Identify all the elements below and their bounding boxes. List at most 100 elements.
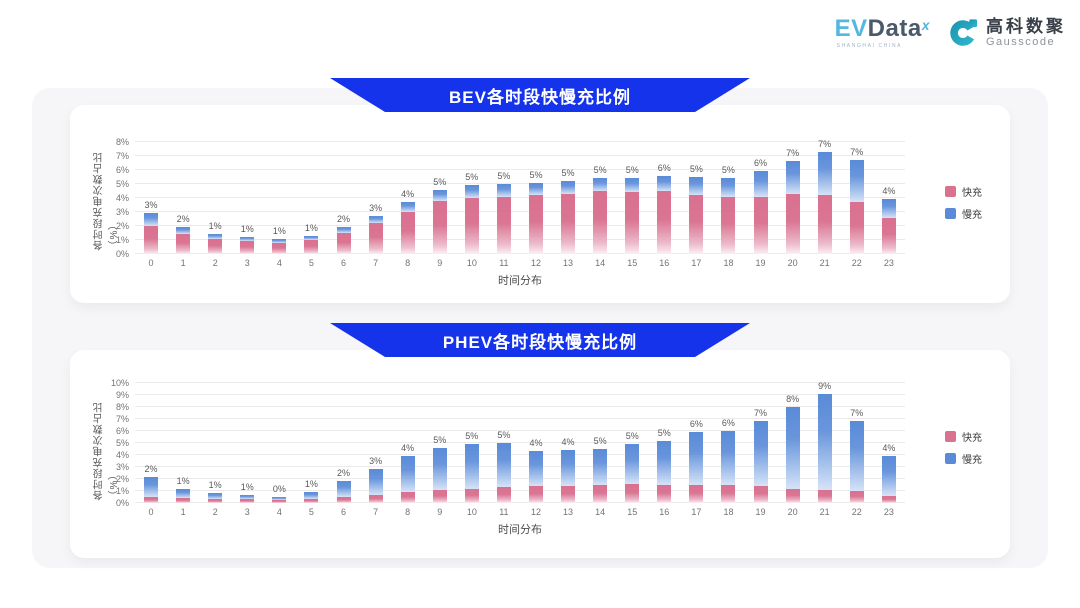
stacked-bar — [176, 227, 191, 254]
bar-column: 4% 13 — [552, 383, 584, 517]
stacked-bar — [817, 393, 832, 503]
bar-total-label: 5% — [433, 434, 447, 445]
bar-column: 5% 14 — [584, 383, 616, 517]
bar-segment-slow-charge — [785, 407, 800, 489]
stacked-bar — [144, 212, 159, 254]
bar-segment-fast-charge — [304, 498, 319, 503]
stacked-bar — [721, 431, 736, 503]
bar-column: 5% 18 — [712, 142, 744, 268]
bar-total-label: 9% — [818, 380, 832, 391]
stacked-bar — [849, 421, 864, 503]
bar-column: 2% 1 — [167, 142, 199, 268]
legend-item-slow-charge[interactable]: 慢充 — [945, 451, 982, 466]
x-axis-tick-label: 20 — [787, 507, 798, 517]
stacked-bar — [464, 444, 479, 503]
stacked-bar — [240, 236, 255, 255]
bar-total-label: 1% — [176, 475, 190, 486]
bar-segment-slow-charge — [881, 199, 896, 218]
bar-segment-fast-charge — [176, 497, 191, 503]
bar-total-label: 5% — [497, 430, 511, 440]
x-axis-tick-label: 12 — [530, 507, 541, 517]
bar-segment-slow-charge — [849, 160, 864, 203]
evdata-x-icon: x — [921, 17, 930, 33]
bev-chart: 各时段充电次数占比（%） 0% 1% 2% 3% 4% 5% 6% 7% 8% 3% 0 2% 1 1% 2 1… — [70, 105, 1010, 303]
x-axis-tick-label: 5 — [308, 507, 314, 517]
bar-segment-slow-charge — [336, 227, 351, 233]
y-axis-tick-label: 6% — [115, 426, 129, 436]
x-axis-tick-label: 21 — [819, 507, 830, 517]
y-axis-tick-label: 9% — [115, 390, 129, 400]
bar-column: 1% 5 — [295, 142, 327, 268]
bar-segment-fast-charge — [561, 193, 576, 254]
bar-column: 5% 13 — [552, 142, 584, 268]
y-axis-tick-label: 2% — [115, 474, 129, 484]
bar-column: 2% 0 — [135, 383, 167, 517]
bar-segment-fast-charge — [208, 498, 223, 503]
bar-column: 2% 6 — [327, 383, 359, 517]
bar-segment-slow-charge — [528, 451, 543, 487]
x-axis-tick-label: 12 — [530, 258, 541, 268]
y-axis-tick-label: 0% — [115, 249, 129, 259]
evdata-subtext: SHANGHAI CHINA — [836, 43, 903, 49]
bar-total-label: 1% — [208, 221, 222, 232]
bar-column: 5% 17 — [680, 142, 712, 268]
x-axis-tick-label: 14 — [595, 507, 606, 517]
bar-segment-fast-charge — [464, 198, 479, 254]
bar-column: 5% 12 — [520, 142, 552, 268]
x-axis-tick-label: 17 — [691, 507, 702, 517]
bar-segment-fast-charge — [144, 226, 159, 254]
bar-total-label: 1% — [272, 226, 286, 237]
bar-column: 0% 4 — [263, 383, 295, 517]
legend-item-slow-charge[interactable]: 慢充 — [945, 206, 982, 221]
bar-segment-slow-charge — [432, 189, 447, 201]
bar-segment-fast-charge — [849, 202, 864, 254]
legend-swatch — [945, 431, 956, 442]
evdata-data-text: Data — [867, 15, 922, 42]
x-axis-tick-label: 13 — [563, 507, 574, 517]
bar-segment-fast-charge — [304, 240, 319, 254]
legend-label: 慢充 — [962, 455, 982, 466]
bar-segment-fast-charge — [240, 240, 255, 254]
y-axis-tick-label: 8% — [115, 402, 129, 412]
stacked-bar — [593, 449, 608, 503]
bar-total-label: 8% — [786, 394, 800, 404]
bar-columns: 3% 0 2% 1 1% 2 1% 3 1% 4 1% 5 2% 6 3% 7 4% 8 5% 9 5% 10 5% 11 5%… — [135, 139, 905, 268]
gridline — [135, 430, 905, 431]
x-axis-title: 时间分布 — [498, 275, 542, 287]
bar-segment-fast-charge — [593, 485, 608, 503]
bar-total-label: 5% — [657, 427, 671, 438]
bar-segment-slow-charge — [272, 497, 287, 500]
bar-column: 3% 7 — [360, 383, 392, 517]
x-axis-tick-label: 23 — [883, 258, 894, 268]
x-axis-tick-label: 11 — [499, 258, 509, 268]
bar-column: 7% 19 — [744, 383, 776, 517]
y-axis-tick-label: 10% — [110, 378, 129, 388]
phev-chart-title: PHEV各时段快慢充比例 — [442, 332, 638, 352]
bar-total-label: 5% — [561, 168, 575, 179]
stacked-bar — [753, 421, 768, 503]
bar-column: 5% 11 — [488, 142, 520, 268]
bar-segment-slow-charge — [817, 151, 832, 196]
bar-column: 1% 5 — [295, 383, 327, 517]
bar-column: 7% 22 — [841, 142, 873, 268]
x-axis-tick-label: 9 — [437, 258, 443, 268]
bar-total-label: 4% — [561, 437, 575, 448]
y-axis-tick-label: 8% — [115, 137, 129, 147]
gridline — [135, 442, 905, 443]
bar-segment-slow-charge — [785, 160, 800, 194]
bar-segment-fast-charge — [432, 489, 447, 503]
legend-item-fast-charge[interactable]: 快充 — [945, 184, 982, 199]
stacked-bar — [336, 481, 351, 503]
bar-segment-fast-charge — [625, 192, 640, 254]
stacked-bar — [593, 178, 608, 254]
stacked-bar — [561, 181, 576, 254]
stacked-bar — [849, 160, 864, 254]
bar-segment-slow-charge — [817, 393, 832, 490]
gridline — [135, 394, 905, 395]
bar-segment-slow-charge — [368, 216, 383, 224]
gridline — [135, 490, 905, 491]
legend-swatch — [945, 208, 956, 219]
bar-total-label: 5% — [465, 431, 479, 442]
legend-item-fast-charge[interactable]: 快充 — [945, 429, 982, 444]
bar-total-label: 1% — [240, 481, 254, 492]
